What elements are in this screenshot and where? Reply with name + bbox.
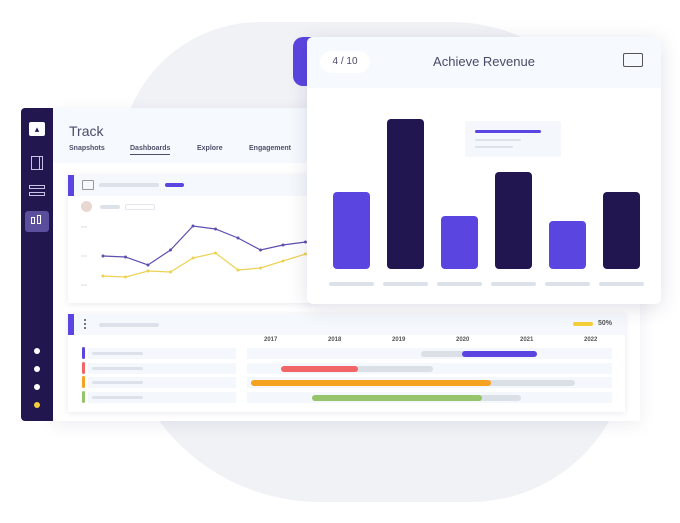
row-color-marker — [82, 376, 85, 388]
year-label: 2018 — [328, 337, 342, 343]
page-title: Track — [69, 123, 104, 139]
year-label: 2019 — [392, 337, 406, 343]
toggles-icon[interactable] — [29, 185, 45, 199]
data-point — [146, 263, 150, 267]
bar-label-placeholder — [437, 282, 482, 286]
row-label-cell — [88, 391, 236, 403]
tab-snapshots[interactable]: Snapshots — [69, 145, 105, 152]
data-point — [236, 236, 240, 240]
row-label-placeholder — [92, 352, 143, 355]
data-point — [124, 255, 127, 259]
nav-dot-active[interactable] — [34, 402, 40, 408]
data-point — [146, 269, 150, 273]
bar-label-placeholder — [491, 282, 536, 286]
logo-icon[interactable]: ▴ — [29, 122, 45, 136]
progress-label: 50% — [598, 320, 613, 327]
gantt-bar[interactable] — [311, 394, 483, 401]
revenue-card: 4 / 10 Achieve Revenue — [307, 37, 661, 304]
line-chart — [81, 224, 307, 286]
step-pill: 4 / 10 — [320, 51, 370, 73]
line-chart-icon — [82, 180, 94, 190]
row-label-placeholder — [92, 381, 143, 384]
data-point — [101, 254, 105, 258]
year-label: 2021 — [520, 337, 534, 343]
data-point — [259, 266, 262, 270]
row-label-cell — [88, 362, 236, 374]
nav-dot[interactable] — [34, 366, 40, 372]
data-point — [236, 268, 240, 272]
data-point — [214, 251, 217, 255]
bar-label-placeholder — [545, 282, 590, 286]
row-label-cell — [88, 348, 236, 359]
revenue-bar[interactable] — [603, 192, 640, 269]
data-point — [101, 274, 105, 278]
revenue-title: Achieve Revenue — [433, 54, 535, 69]
row-label-placeholder — [92, 395, 143, 399]
sidebar: ▴ — [21, 108, 53, 421]
bar-label-placeholder — [329, 282, 374, 286]
revenue-bar[interactable] — [441, 216, 478, 269]
row-label-placeholder — [92, 366, 143, 370]
series-line-yellow — [102, 252, 306, 278]
tab-dashboards[interactable]: Dashboards — [130, 145, 171, 155]
data-point — [281, 243, 285, 247]
gantt-bar[interactable] — [281, 365, 359, 372]
chart-icon[interactable] — [623, 53, 643, 67]
row-label-cell — [88, 377, 236, 388]
tab-engagement[interactable]: Engagement — [249, 145, 292, 152]
data-point — [214, 227, 217, 231]
data-point — [169, 248, 172, 252]
hierarchy-icon — [84, 319, 92, 329]
revenue-bar[interactable] — [495, 172, 532, 269]
bar-label-placeholder — [599, 282, 644, 286]
data-point — [281, 259, 285, 263]
year-label: 2020 — [456, 337, 470, 343]
year-label: 2022 — [584, 337, 598, 343]
row-color-marker — [82, 347, 85, 359]
panel-icon[interactable] — [31, 156, 43, 170]
row-color-marker — [82, 390, 85, 403]
bar-label-placeholder — [383, 282, 428, 286]
nav-dot[interactable] — [34, 384, 40, 390]
tab-explore[interactable]: Explore — [197, 145, 223, 152]
data-point — [191, 224, 195, 228]
revenue-bar[interactable] — [333, 192, 370, 269]
bar-chart-icon[interactable] — [25, 211, 49, 232]
data-point — [124, 275, 127, 279]
revenue-bar[interactable] — [549, 221, 586, 269]
data-point — [169, 270, 172, 274]
data-point — [304, 240, 307, 244]
progress-indicator — [573, 322, 593, 326]
row-color-marker — [82, 361, 85, 374]
nav-dot[interactable] — [34, 348, 40, 354]
card-header — [68, 175, 318, 196]
tooltip — [465, 121, 561, 157]
series-line-purple — [102, 225, 306, 266]
data-point — [191, 256, 195, 260]
revenue-bar[interactable] — [387, 119, 424, 269]
card-header: 50% — [68, 314, 625, 335]
data-point — [304, 252, 307, 256]
line-chart-card — [68, 175, 318, 303]
gantt-bar[interactable] — [251, 380, 492, 386]
gantt-bar[interactable] — [461, 351, 538, 357]
avatar — [81, 201, 92, 212]
data-point — [259, 248, 262, 252]
year-label: 2017 — [264, 337, 278, 343]
